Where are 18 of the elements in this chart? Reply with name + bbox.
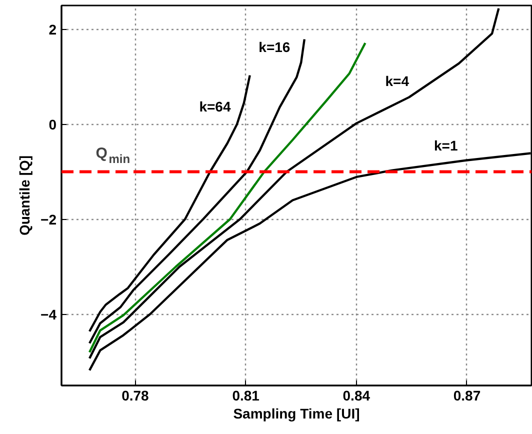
y-tick-label: 2: [48, 21, 57, 38]
series-label: k=16: [258, 39, 290, 56]
line-series: [88, 42, 366, 354]
series-label: k=64: [199, 98, 231, 114]
line-series: [88, 38, 306, 344]
x-tick-label: 0.78: [122, 388, 150, 404]
x-tick-label: 0.81: [232, 388, 260, 404]
y-tick-label: −2: [40, 211, 57, 228]
x-axis-title: Sampling Time [UI]: [233, 406, 360, 422]
y-axis-title: Quantile [Q]: [16, 155, 33, 236]
y-tick-label: 0: [48, 116, 57, 132]
series-label: k=1: [434, 137, 458, 154]
series-label: k=4: [385, 73, 410, 90]
line-series: [88, 74, 251, 332]
line-series: [88, 7, 500, 360]
x-tick-label: 0.84: [342, 388, 370, 404]
x-tick-label: 0.87: [453, 388, 481, 404]
y-tick-label: −4: [40, 306, 57, 322]
